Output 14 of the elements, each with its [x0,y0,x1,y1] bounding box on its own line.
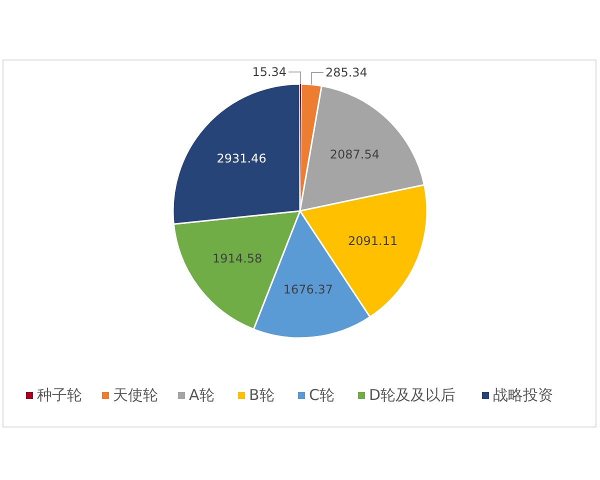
data-label: 2091.11 [348,234,398,248]
legend-label: 种子轮 [37,386,82,404]
legend-label: 天使轮 [113,386,158,404]
data-label: 2087.54 [330,147,380,162]
data-label: 2931.46 [216,151,266,166]
legend-label: A轮 [189,386,214,404]
legend-label: 战略投资 [493,386,553,404]
data-label: 15.34 [252,65,287,79]
data-label: 285.34 [325,66,368,80]
legend-label: C轮 [309,386,334,404]
legend-label: B轮 [249,386,274,404]
data-label: 1676.37 [283,282,334,296]
data-label: 1914.58 [212,252,262,266]
legend-label: D轮及及以后 [369,386,456,404]
